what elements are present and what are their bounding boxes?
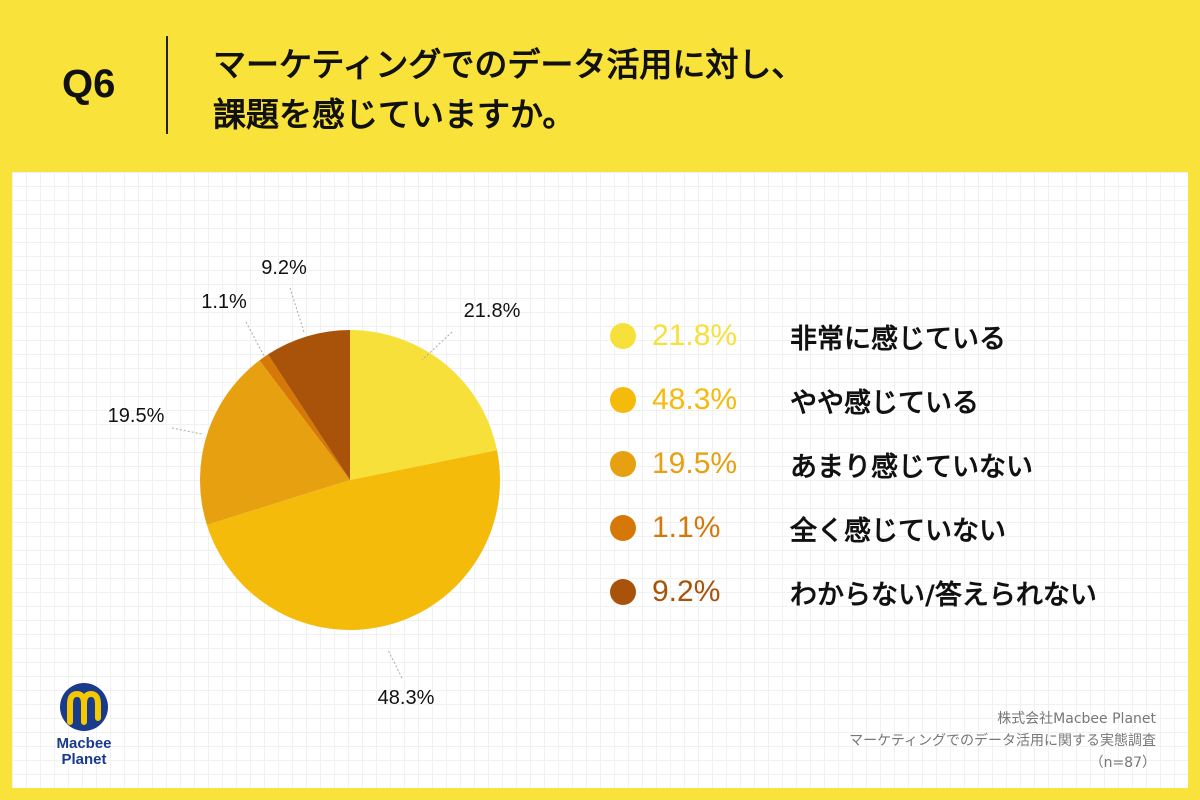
legend-item-very: 21.8% 非常に感じている bbox=[610, 316, 1170, 356]
logo-mark-icon bbox=[60, 683, 108, 731]
legend-value: 21.8% bbox=[652, 319, 738, 352]
legend-label: 全く感じていない bbox=[790, 515, 1006, 547]
data-label-not-much: 19.5% bbox=[108, 405, 165, 427]
pie-chart: 21.8% 48.3% 19.5% 1.1% 9.2% bbox=[108, 257, 521, 709]
credit-sample-size: （n=87） bbox=[1089, 755, 1156, 771]
legend-item-dont-know: 9.2% わからない/答えられない bbox=[610, 572, 1170, 612]
data-label-very: 21.8% bbox=[464, 300, 521, 322]
legend-swatch bbox=[610, 387, 636, 413]
legend-label: やや感じている bbox=[790, 387, 979, 419]
legend-label: 非常に感じている bbox=[790, 323, 1006, 355]
legend-swatch bbox=[610, 451, 636, 477]
data-label-dont-know: 9.2% bbox=[261, 257, 307, 279]
question-title: マーケティングでのデータ活用に対し、 課題を感じていますか。 bbox=[213, 40, 804, 140]
chart-panel: 21.8% 48.3% 19.5% 1.1% 9.2% 21.8% 非常に感じている 48.… bbox=[12, 172, 1188, 788]
question-number: Q6 bbox=[62, 62, 116, 106]
credit: 株式会社Macbee Planet マーケティングでのデータ活用に関する実態調査… bbox=[849, 708, 1156, 774]
legend-label: あまり感じていない bbox=[790, 451, 1033, 483]
legend-item-somewhat: 48.3% やや感じている bbox=[610, 380, 1170, 420]
credit-company: 株式会社Macbee Planet bbox=[997, 711, 1156, 727]
leader-line-very bbox=[421, 331, 453, 361]
pie-slice-not-much bbox=[200, 360, 350, 525]
data-label-somewhat: 48.3% bbox=[378, 687, 435, 709]
legend-swatch bbox=[610, 323, 636, 349]
legend-value: 9.2% bbox=[652, 575, 721, 608]
legend-swatch bbox=[610, 515, 636, 541]
pie-slice-very bbox=[350, 330, 498, 480]
leader-line-not-much bbox=[171, 427, 203, 435]
legend-swatch bbox=[610, 579, 636, 605]
legend-item-not-at-all: 1.1% 全く感じていない bbox=[610, 508, 1170, 548]
legend-value: 1.1% bbox=[652, 511, 721, 544]
credit-survey: マーケティングでのデータ活用に関する実態調査 bbox=[849, 733, 1156, 749]
question-title-line-2: 課題を感じていますか。 bbox=[213, 95, 576, 134]
leader-line-somewhat bbox=[387, 649, 403, 679]
legend-label: わからない/答えられない bbox=[790, 579, 1097, 611]
logo-text-line-2: Planet bbox=[61, 751, 107, 768]
leader-line-dont-know bbox=[289, 287, 305, 333]
legend-value: 48.3% bbox=[652, 383, 738, 416]
pie-slice-dont-know bbox=[267, 330, 350, 480]
legend-value: 19.5% bbox=[652, 447, 738, 480]
legend-item-not-much: 19.5% あまり感じていない bbox=[610, 444, 1170, 484]
data-label-not-at-all: 1.1% bbox=[201, 291, 247, 313]
logo-text-line-1: Macbee bbox=[56, 735, 112, 752]
question-title-line-1: マーケティングでのデータ活用に対し、 bbox=[213, 45, 805, 84]
header-divider bbox=[166, 36, 168, 134]
leader-line-not-at-all bbox=[245, 321, 265, 357]
pie-slice-somewhat bbox=[206, 450, 501, 631]
pie-slice-not-at-all bbox=[259, 354, 350, 480]
macbee-planet-logo: Macbee Planet bbox=[46, 682, 122, 772]
